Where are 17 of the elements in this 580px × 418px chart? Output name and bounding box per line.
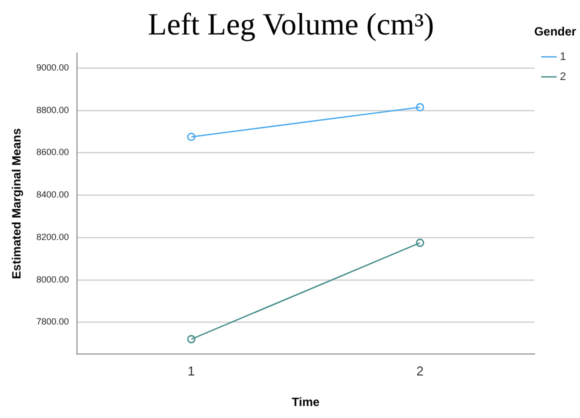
y-tick-label: 8400.00	[36, 190, 69, 200]
y-tick-label: 8800.00	[36, 104, 69, 115]
point	[187, 132, 196, 142]
point	[416, 103, 424, 112]
y-tick-label: 9000.00	[36, 62, 69, 73]
y-tick-label: 8200.00	[36, 232, 69, 242]
y-tick-label: 8600.00	[36, 147, 69, 158]
y-tick-label: 8000.00	[36, 274, 69, 284]
x-axis-title: Time	[292, 395, 320, 410]
legend-label: 1	[560, 50, 566, 63]
y-axis-title: Estimated Marginal Means	[10, 128, 24, 279]
point	[187, 335, 196, 344]
chart-title: Left Leg Volume (cm³)	[148, 6, 434, 42]
point	[416, 238, 424, 247]
y-tick-label: 7800.00	[36, 316, 69, 327]
legend-title: Gender	[534, 24, 577, 38]
legend-label: 2	[560, 70, 566, 83]
